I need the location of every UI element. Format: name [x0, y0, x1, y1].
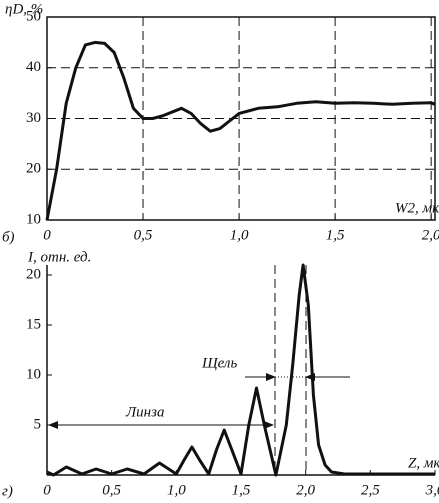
x-tick-label: 0,5	[102, 482, 121, 498]
x-tick-label: 1,0	[167, 482, 186, 498]
annotation: Линза	[125, 404, 164, 420]
y-axis-label: ηD, %	[5, 1, 43, 17]
x-tick-label: 0	[43, 482, 51, 498]
data-line	[46, 263, 435, 477]
x-tick-label: 2,5	[361, 482, 380, 498]
panel-label: г)	[2, 483, 13, 499]
y-tick-label: 15	[26, 316, 41, 332]
y-tick-label: 30	[26, 110, 41, 126]
x-tick-label: 1,0	[230, 227, 249, 243]
y-tick-label: 5	[34, 416, 42, 432]
y-tick-label: 10	[26, 211, 41, 227]
x-tick-label: 3,0	[425, 482, 439, 498]
x-tick-label: 1,5	[326, 227, 345, 243]
data-line	[45, 40, 436, 221]
x-axis-label: Z, мкм	[408, 455, 439, 471]
y-axis-label: I, отн. ед.	[27, 249, 91, 265]
y-tick-label: 40	[26, 59, 41, 75]
x-tick-label: 0	[43, 227, 51, 243]
x-tick-label: 2,0	[296, 482, 315, 498]
panel-label: б)	[2, 229, 15, 245]
y-tick-label: 10	[26, 366, 41, 382]
y-tick-label: 20	[26, 161, 41, 177]
y-tick-label: 20	[26, 266, 41, 282]
x-tick-label: 1,5	[232, 482, 251, 498]
x-tick-label: 2,0	[422, 227, 439, 243]
annotation: Щель	[201, 355, 237, 371]
x-axis-label: W2, мкм	[395, 200, 439, 216]
x-tick-label: 0,5	[134, 227, 153, 243]
y-tick-label: 50	[26, 8, 41, 24]
